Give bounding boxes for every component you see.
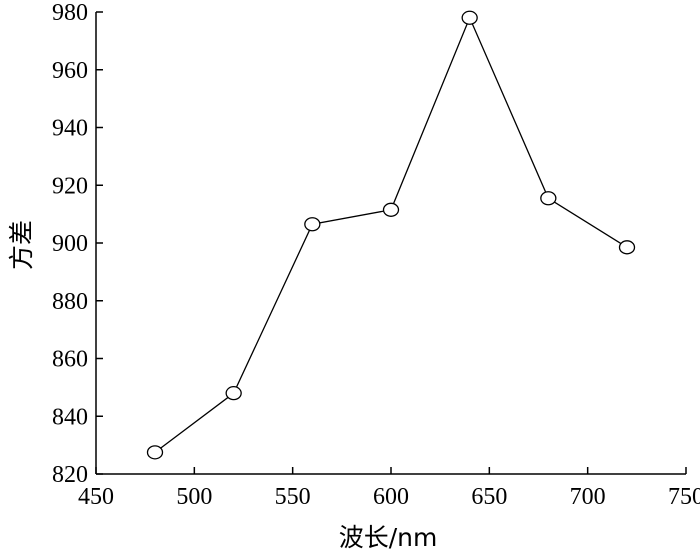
- y-axis-title: 方差: [7, 220, 36, 270]
- y-tick-label: 960: [52, 58, 88, 84]
- y-tick-label: 940: [52, 116, 88, 142]
- x-tick-label: 600: [373, 484, 409, 510]
- x-tick-label: 500: [176, 484, 212, 510]
- y-tick-label: 840: [52, 404, 88, 430]
- data-point: [540, 191, 557, 206]
- y-tick-label: 860: [52, 347, 88, 373]
- x-tick-label: 450: [78, 484, 114, 510]
- y-tick-label: 880: [52, 289, 88, 315]
- y-tick-label: 820: [52, 462, 88, 488]
- y-tick-label: 920: [52, 173, 88, 199]
- data-point: [146, 445, 164, 460]
- x-tick-label: 750: [668, 484, 700, 510]
- axes: [95, 12, 686, 475]
- y-tick-label: 980: [52, 0, 88, 26]
- y-tick-label: 900: [52, 231, 88, 257]
- data-point: [618, 240, 636, 255]
- data-point: [461, 10, 478, 25]
- ticks: 450 500 550 600 650 700 750 820 840 860 880 900 920 9…: [52, 0, 700, 510]
- x-axis-title: 波长/nm: [339, 523, 438, 552]
- series: [146, 10, 636, 460]
- data-point: [382, 202, 400, 217]
- data-point: [225, 385, 242, 401]
- data-point: [304, 217, 321, 232]
- series-line: [154, 16, 628, 453]
- x-tick-label: 700: [570, 484, 606, 510]
- x-tick-label: 550: [275, 484, 311, 510]
- x-tick-label: 650: [471, 484, 507, 510]
